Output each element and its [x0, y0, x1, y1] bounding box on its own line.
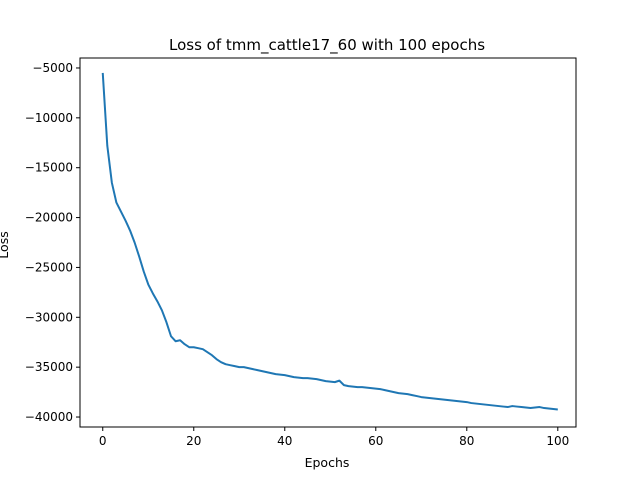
x-tick-label: 40 [277, 434, 292, 448]
y-tick-label: −10000 [25, 111, 73, 125]
y-tick-label: −15000 [25, 161, 73, 175]
x-tick-label: 100 [546, 434, 569, 448]
y-tick-label: −5000 [32, 61, 73, 75]
y-tick-label: −20000 [25, 211, 73, 225]
y-tick-label: −30000 [25, 310, 73, 324]
x-axis-label: Epochs [305, 455, 350, 470]
y-axis-label: Loss [0, 231, 11, 258]
x-tick-label: 60 [368, 434, 383, 448]
y-tick-label: −35000 [25, 360, 73, 374]
y-tick-label: −25000 [25, 260, 73, 274]
x-tick-label: 80 [459, 434, 474, 448]
chart-title: Loss of tmm_cattle17_60 with 100 epochs [169, 36, 485, 55]
plot-frame [79, 57, 577, 428]
y-tick-label: −40000 [25, 410, 73, 424]
x-tick-label: 20 [186, 434, 201, 448]
series-line [101, 72, 558, 411]
plot-area: 0 20 40 60 80 100 −5000 −10000 −15000 −20000 −2500… [25, 57, 577, 448]
x-tick-label: 0 [99, 434, 107, 448]
